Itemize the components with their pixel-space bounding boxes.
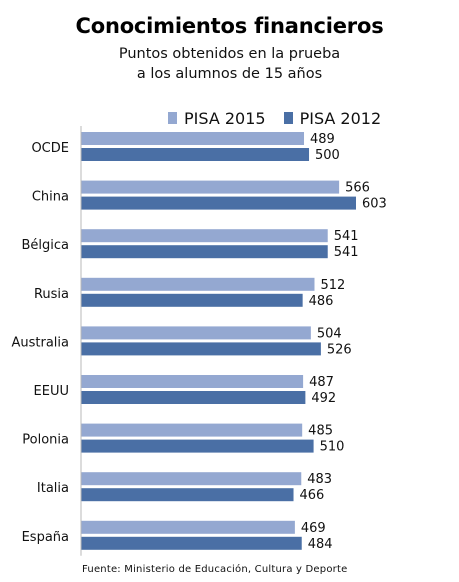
data-label-rusia-pisa-2015: 512 <box>320 278 345 293</box>
bar-espana-pisa-2012 <box>81 536 302 550</box>
data-label-rusia-pisa-2012: 486 <box>309 294 334 309</box>
chart-subtitle-line-2: a los alumnos de 15 años <box>136 66 323 82</box>
category-label-rusia: Rusia <box>34 287 69 302</box>
data-label-china-pisa-2015: 566 <box>345 181 370 196</box>
source-footnote: Fuente: Ministerio de Educación, Cultura… <box>82 564 348 575</box>
category-label-australia: Australia <box>11 335 69 350</box>
data-label-espana-pisa-2015: 469 <box>301 521 326 536</box>
bar-china-pisa-2012 <box>81 196 356 210</box>
bar-australia-pisa-2015 <box>81 326 311 340</box>
bar-polonia-pisa-2012 <box>81 439 314 453</box>
legend-swatch-pisa-2012 <box>283 112 293 124</box>
bar-belgica-pisa-2015 <box>81 229 328 243</box>
bar-belgica-pisa-2012 <box>81 245 328 259</box>
bar-ocde-pisa-2015 <box>81 132 305 145</box>
data-label-eeuu-pisa-2012: 492 <box>311 391 336 406</box>
bar-rusia-pisa-2015 <box>81 277 315 291</box>
data-label-espana-pisa-2012: 484 <box>308 537 333 552</box>
data-label-polonia-pisa-2012: 510 <box>320 440 345 455</box>
data-label-eeuu-pisa-2015: 487 <box>309 375 334 390</box>
bar-australia-pisa-2012 <box>81 342 321 356</box>
category-label-ocde: OCDE <box>31 141 69 156</box>
bar-polonia-pisa-2015 <box>81 423 303 437</box>
category-label-eeuu: EEUU <box>34 384 69 399</box>
legend-label-pisa-2012: PISA 2012 <box>299 108 382 128</box>
category-label-italia: Italia <box>37 481 69 496</box>
legend-swatch-pisa-2015 <box>168 112 177 124</box>
data-label-polonia-pisa-2015: 485 <box>308 424 333 439</box>
bar-ocde-pisa-2012 <box>81 148 310 161</box>
category-label-espana: España <box>22 530 69 545</box>
chart-legend: PISA 2015 PISA 2012 <box>168 107 399 129</box>
data-label-italia-pisa-2012: 466 <box>300 488 325 503</box>
bar-espana-pisa-2015 <box>81 520 295 534</box>
bar-china-pisa-2015 <box>81 180 340 194</box>
chart-subtitle-line-1: Puntos obtenidos en la prueba <box>118 46 341 62</box>
bar-rusia-pisa-2012 <box>81 293 303 307</box>
data-label-italia-pisa-2015: 483 <box>307 472 332 487</box>
legend-item-pisa-2015: PISA 2015 <box>168 109 266 128</box>
bar-eeuu-pisa-2015 <box>81 375 304 388</box>
legend-item-pisa-2012: PISA 2012 <box>283 108 382 128</box>
data-label-belgica-pisa-2012: 541 <box>334 245 359 260</box>
data-label-belgica-pisa-2015: 541 <box>334 229 359 244</box>
category-label-belgica: Bélgica <box>21 238 69 253</box>
data-label-australia-pisa-2015: 504 <box>317 326 342 341</box>
bar-eeuu-pisa-2012 <box>81 391 306 404</box>
data-label-ocde-pisa-2015: 489 <box>310 132 335 147</box>
chart-title: Conocimientos financieros <box>75 14 384 38</box>
data-label-australia-pisa-2012: 526 <box>327 342 352 357</box>
bar-italia-pisa-2015 <box>81 472 302 486</box>
data-label-ocde-pisa-2012: 500 <box>315 148 340 163</box>
bar-italia-pisa-2012 <box>81 488 294 502</box>
data-label-china-pisa-2012: 603 <box>362 197 387 212</box>
legend-label-pisa-2015: PISA 2015 <box>184 108 266 128</box>
category-label-china: China <box>32 190 69 205</box>
category-label-polonia: Polonia <box>22 433 69 448</box>
